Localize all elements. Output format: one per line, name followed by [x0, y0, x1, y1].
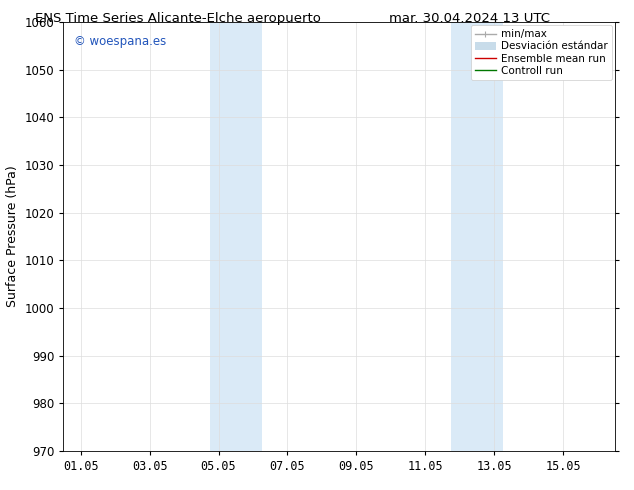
Bar	[451, 22, 503, 451]
Text: ENS Time Series Alicante-Elche aeropuerto: ENS Time Series Alicante-Elche aeropuert…	[35, 12, 320, 25]
Y-axis label: Surface Pressure (hPa): Surface Pressure (hPa)	[6, 166, 19, 307]
Bar	[210, 22, 262, 451]
Text: © woespana.es: © woespana.es	[74, 35, 167, 48]
Text: mar. 30.04.2024 13 UTC: mar. 30.04.2024 13 UTC	[389, 12, 550, 25]
Legend: min/max, Desviación estándar, Ensemble mean run, Controll run: min/max, Desviación estándar, Ensemble m…	[470, 25, 612, 80]
